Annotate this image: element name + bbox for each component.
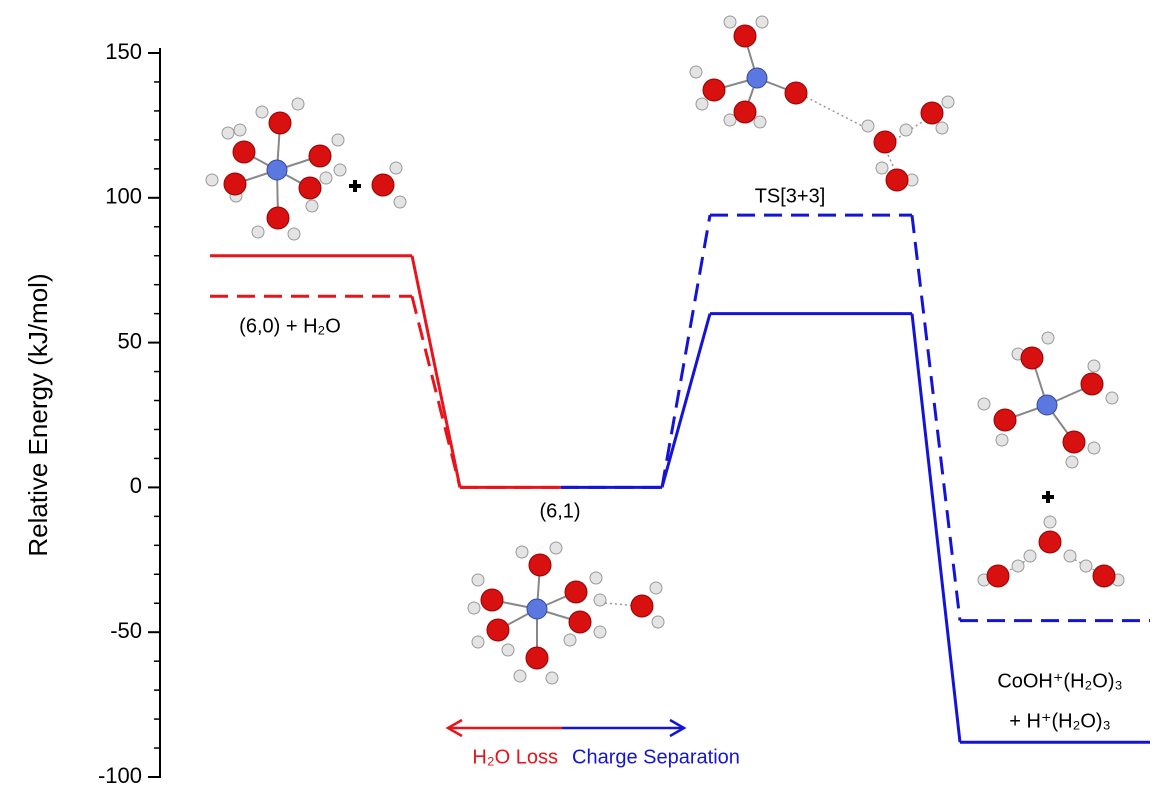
y-axis-label: Relative Energy (kJ/mol) — [23, 273, 53, 556]
molecule-products — [978, 332, 1124, 587]
stage-label: (6,1) — [539, 500, 580, 522]
connector — [912, 215, 960, 620]
y-tick-label: 100 — [105, 184, 142, 209]
molecule-6-1 — [468, 542, 664, 684]
y-tick-label: 50 — [118, 328, 142, 353]
stage-label: TS[3+3] — [755, 185, 826, 207]
direction-arrows — [448, 720, 684, 736]
connector — [912, 314, 960, 743]
connector — [412, 296, 460, 487]
direction-label: Charge Separation — [572, 746, 740, 768]
chart: Relative Energy (kJ/mol) — [0, 0, 1152, 786]
stage-label: CoOH⁺(H₂O)₃ — [997, 670, 1122, 692]
molecule-ts — [690, 16, 954, 191]
direction-label: H₂O Loss — [472, 746, 558, 768]
y-tick-label: 0 — [130, 473, 142, 498]
y-tick-label: 150 — [105, 39, 142, 64]
connector — [412, 256, 460, 488]
y-tick-label: -100 — [98, 763, 142, 786]
stage-label: (6,0) + H₂O — [239, 315, 341, 337]
molecule-hexaaqua — [206, 98, 406, 240]
stage-label: + H⁺(H₂O)₃ — [1009, 710, 1110, 732]
y-tick-label: -50 — [110, 618, 142, 643]
connector — [662, 314, 710, 488]
connector — [662, 215, 710, 487]
